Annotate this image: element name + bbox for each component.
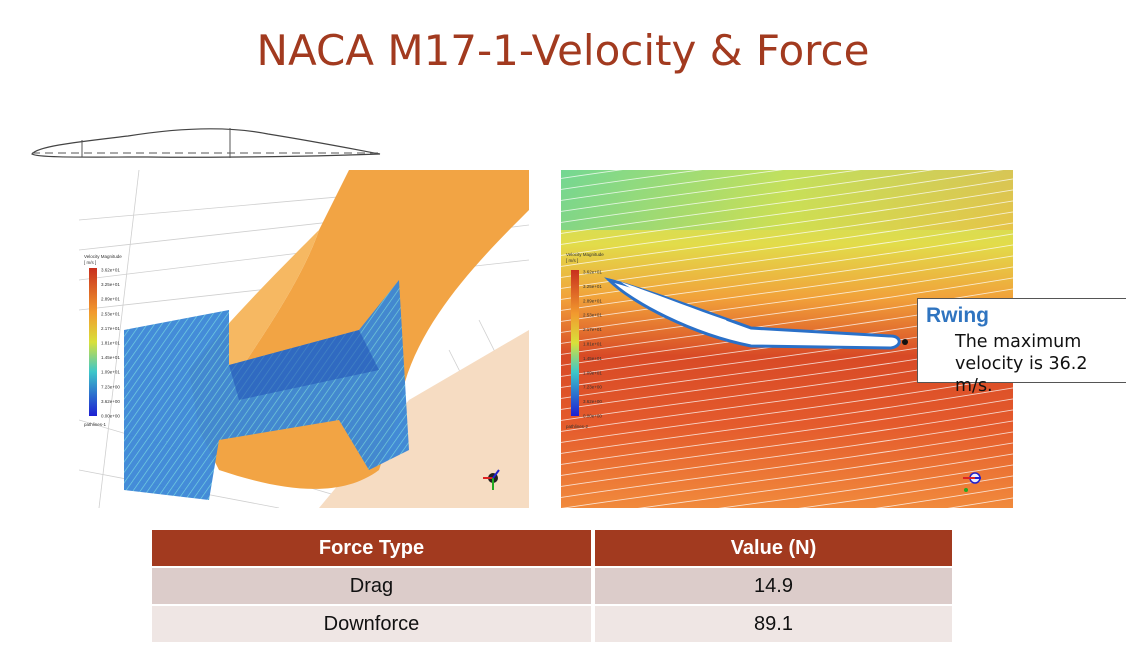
legend-unit: [ m/s ] xyxy=(566,258,578,263)
legend-tick-label: 1.09e+01 xyxy=(583,370,602,375)
legend-tick-label: 0.00e+00 xyxy=(101,414,120,419)
table-row: Downforce 89.1 xyxy=(152,606,952,642)
legend-tick-label: 2.89e+01 xyxy=(101,297,120,302)
cell-value: 89.1 xyxy=(594,606,952,642)
legend-tick-label: 2.89e+01 xyxy=(583,298,602,303)
legend-title: Velocity Magnitude xyxy=(84,254,122,259)
legend-tick-label: 7.23e+00 xyxy=(583,385,602,390)
table-header-row: Force Type Value (N) xyxy=(152,530,952,566)
legend-tick-label: 2.53e+01 xyxy=(583,313,602,318)
legend-tick-label: 0.00e+00 xyxy=(583,414,602,419)
legend-colorbar xyxy=(89,268,97,416)
legend-colorbar xyxy=(571,270,579,416)
legend-tick-label: 2.53e+01 xyxy=(101,311,120,316)
callout-title: Rwing xyxy=(926,304,989,327)
legend-title: Velocity Magnitude xyxy=(566,252,604,257)
legend-tick-label: 3.62e+01 xyxy=(583,270,602,275)
legend-footer: pathlines-2 xyxy=(566,424,589,429)
legend-tick-label: 1.45e+01 xyxy=(101,355,120,360)
table-row: Drag 14.9 xyxy=(152,568,952,604)
legend-footer: pathlines-1 xyxy=(84,422,107,427)
legend-tick-label: 1.81e+01 xyxy=(583,342,602,347)
callout-box xyxy=(917,298,1126,383)
cell-force-type: Downforce xyxy=(152,606,591,642)
cell-value: 14.9 xyxy=(594,568,952,604)
slide-title: NACA M17-1-Velocity & Force xyxy=(256,26,870,75)
legend-unit: [ m/s ] xyxy=(84,260,96,265)
cfd-pathlines-3d-view: Velocity Magnitude [ m/s ] 3.62e+01 3.25e… xyxy=(79,170,529,508)
legend-tick-label: 3.62e+01 xyxy=(101,268,120,273)
callout-pointer-dot xyxy=(902,339,908,345)
legend-tick-label: 3.62e+00 xyxy=(583,399,602,404)
axis-triad-icon xyxy=(483,469,500,490)
legend-tick-label: 1.45e+01 xyxy=(583,356,602,361)
force-table: Force Type Value (N) Drag 14.9 Downforce… xyxy=(148,528,956,644)
legend-tick-label: 3.25e+01 xyxy=(101,282,120,287)
legend-tick-label: 7.23e+00 xyxy=(101,384,120,389)
legend-tick-label: 2.17e+01 xyxy=(101,326,120,331)
legend-tick-label: 2.17e+01 xyxy=(583,327,602,332)
airfoil-outline xyxy=(31,128,381,158)
legend-tick-label: 1.81e+01 xyxy=(101,341,120,346)
cfd-pathlines-side-view: Velocity Magnitude [ m/s ] 3.62e+01 3.25e… xyxy=(561,170,1013,508)
legend-tick-label: 3.25e+01 xyxy=(583,284,602,289)
legend-tick-label: 1.09e+01 xyxy=(101,370,120,375)
callout-body: The maximum velocity is 36.2 m/s. xyxy=(955,332,1088,396)
cell-force-type: Drag xyxy=(152,568,591,604)
axis-triad-icon xyxy=(963,472,981,492)
legend-tick-label: 3.62e+00 xyxy=(101,399,120,404)
header-force-type: Force Type xyxy=(152,530,591,566)
header-value: Value (N) xyxy=(594,530,952,566)
